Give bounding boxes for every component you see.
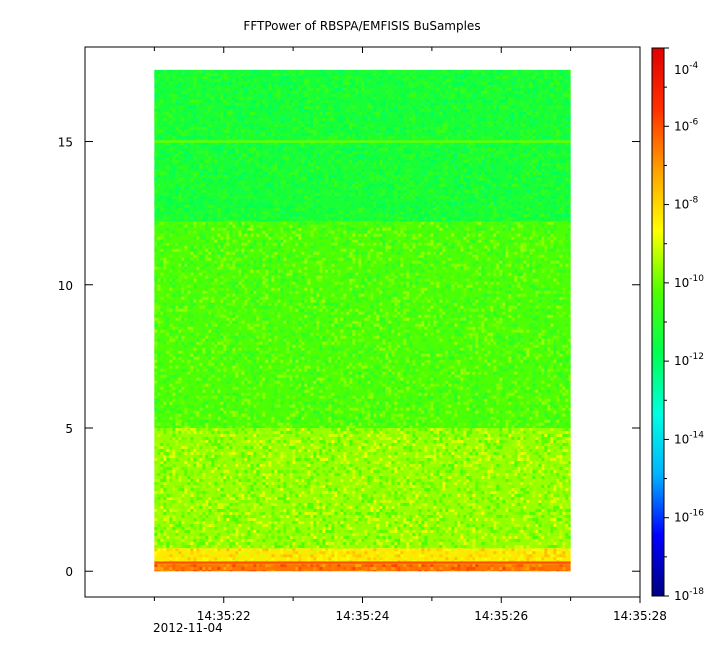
- colorbar: [651, 47, 665, 597]
- colorbar-tick-label: 10-4: [674, 61, 699, 77]
- y-tick-label: 15: [58, 136, 73, 150]
- y-tick-label: 0: [65, 565, 73, 579]
- heatmap-band-4: [154, 69, 571, 222]
- colorbar-tick-label: 10-16: [674, 509, 704, 525]
- chart-title: FFTPower of RBSPA/EMFISIS BuSamples: [243, 19, 480, 33]
- x-axis: 14:35:22 14:35:24 14:35:26 14:35:28: [153, 47, 667, 623]
- colorbar-tick-label: 10-8: [674, 196, 699, 212]
- y-tick-label: 5: [65, 422, 73, 436]
- colorbar-tick-label: 10-6: [674, 117, 699, 133]
- colorbar-tick-label: 10-14: [674, 430, 704, 446]
- heatmap-band-2: [154, 427, 571, 549]
- heatmap-line-0: [154, 140, 571, 143]
- heatmap-band-3: [154, 221, 571, 428]
- y-tick-label: 10: [58, 279, 73, 293]
- colorbar-tick-label: 10-12: [674, 352, 704, 368]
- x-tick-label: 14:35:24: [336, 609, 390, 623]
- heatmap-band-0: [154, 564, 571, 572]
- x-date-label: 2012-11-04: [153, 621, 223, 635]
- heatmap-line-1: [154, 561, 571, 564]
- spectrogram-heatmap: [154, 69, 571, 572]
- colorbar-tick-label: 10-18: [674, 587, 704, 603]
- colorbar-axis: 10-4 10-6 10-8 10-10 10-12 10-14 10-16 10-18: [664, 47, 704, 603]
- y-axis: 0 5 10 15: [58, 136, 640, 579]
- colorbar-tick-label: 10-10: [674, 274, 704, 290]
- x-tick-label: 14:35:22: [197, 609, 251, 623]
- x-tick-label: 14:35:26: [474, 609, 528, 623]
- x-tick-label: 14:35:28: [613, 609, 667, 623]
